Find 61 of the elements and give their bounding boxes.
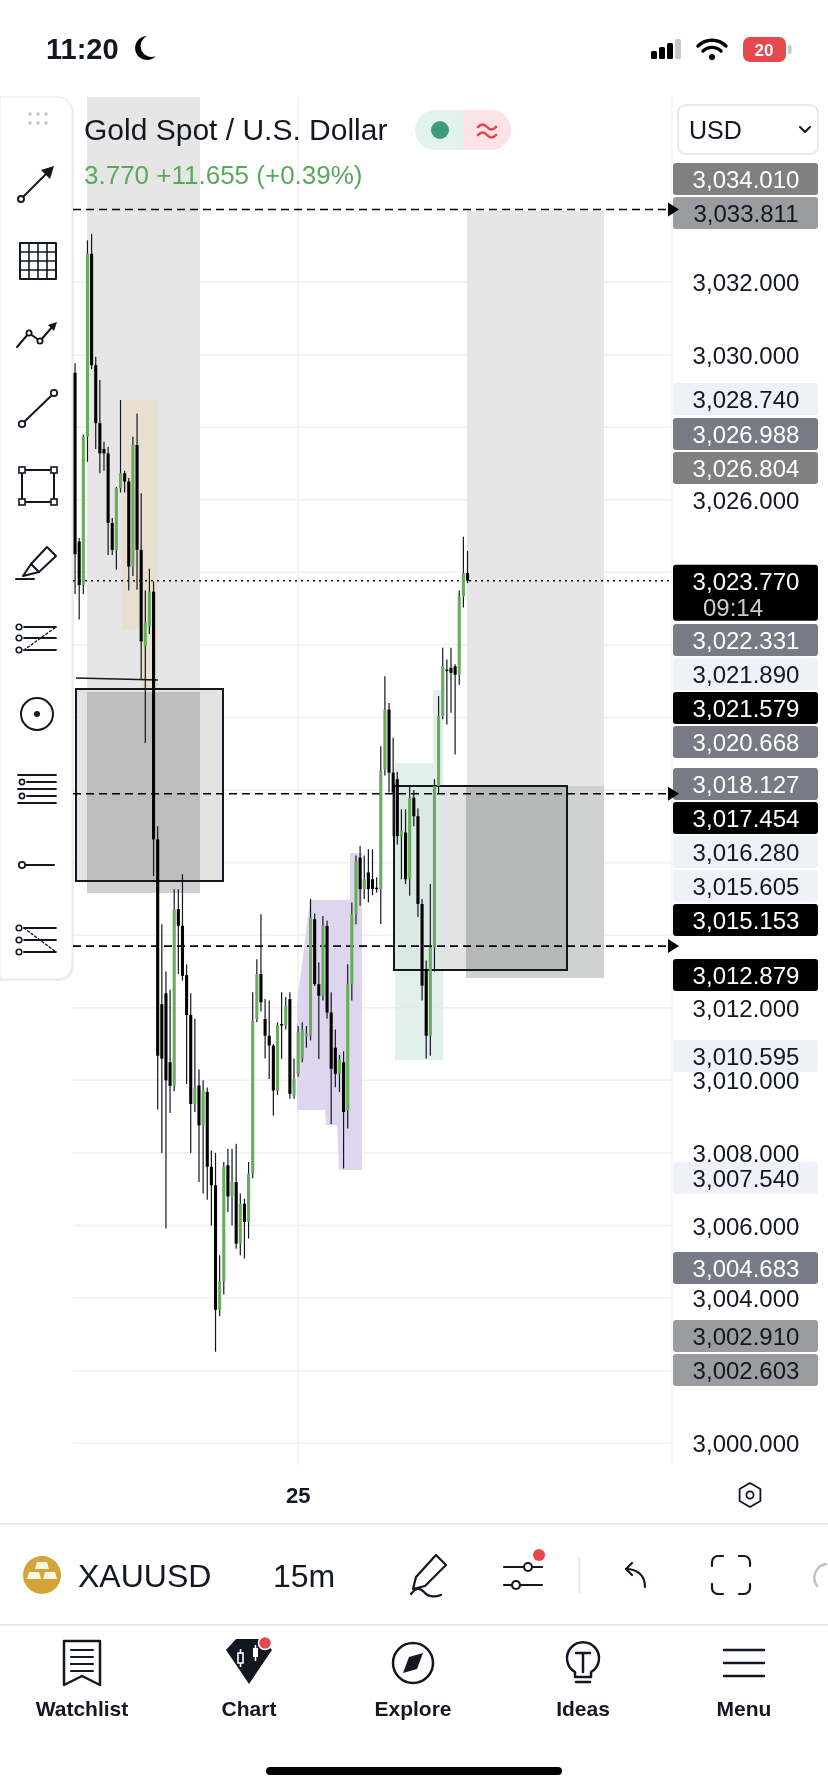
text: 3,028.740	[692, 385, 800, 413]
text: USD	[689, 116, 742, 144]
text: 3,021.890	[692, 660, 800, 688]
text: Watchlist	[35, 1696, 129, 1720]
text: 3,034.010	[692, 165, 800, 193]
text: Gold Spot / U.S. Dollar	[84, 112, 388, 146]
text: 3,026.804	[692, 454, 800, 482]
y-tick-label: 3,030.000	[692, 341, 800, 369]
y-tick-label: 3,032.000	[692, 268, 800, 296]
candlestick	[461, 536, 465, 609]
y-tick-label: 3,004.000	[692, 1284, 800, 1312]
text: XAUUSD	[78, 1558, 212, 1594]
text: Ideas	[556, 1696, 610, 1720]
text: 3,026.988	[692, 420, 800, 448]
y-tick-label: 3,006.000	[692, 1212, 800, 1240]
text: 3.770 +11.655 (+0.39%)	[84, 160, 363, 190]
text: 3,016.280	[692, 838, 800, 866]
candlestick	[337, 1054, 341, 1093]
text: 3,002.603	[692, 1356, 800, 1384]
candlestick	[118, 399, 123, 494]
candlestick	[267, 999, 271, 1080]
text: 3,020.668	[692, 728, 800, 756]
candlestick	[143, 589, 147, 744]
text: 3,017.454	[692, 804, 800, 832]
text: 3,010.595	[692, 1042, 800, 1070]
text: 3,015.605	[692, 872, 800, 900]
candlestick	[168, 989, 172, 1114]
candlestick	[317, 961, 321, 1060]
candlestick	[280, 991, 284, 1060]
y-tick-label: 3,000.000	[692, 1429, 800, 1457]
text: 15m	[273, 1558, 336, 1594]
text: 3,022.331	[692, 626, 800, 654]
candlestick	[453, 663, 457, 756]
text: 3,018.127	[692, 770, 800, 798]
y-tick-label: 3,008.000	[692, 1139, 800, 1167]
candlestick	[370, 848, 375, 896]
text: 11:20	[46, 33, 119, 65]
candlestick	[230, 1148, 234, 1227]
text: Explore	[374, 1696, 452, 1720]
text: 3,002.910	[692, 1322, 800, 1350]
text: 3,012.879	[692, 961, 800, 989]
text: Chart	[221, 1696, 277, 1720]
candlestick	[193, 1018, 197, 1113]
y-tick-label: 3,012.000	[692, 994, 800, 1022]
ref-line-label: 3,023.770 09:14	[692, 567, 800, 621]
candlestick	[399, 808, 403, 880]
text: 3,007.540	[692, 1164, 800, 1192]
text: 20	[754, 40, 774, 60]
candlestick	[362, 854, 366, 900]
text: 3,015.153	[692, 906, 800, 934]
candlestick	[284, 996, 288, 1031]
candlestick	[209, 1149, 213, 1227]
candlestick	[123, 470, 127, 494]
y-tick-label: 3,026.000	[692, 486, 800, 514]
text: Menu	[716, 1696, 772, 1720]
x-tick-label: 25	[285, 1482, 311, 1508]
text: 3,021.579	[692, 694, 800, 722]
text: 3,033.811	[693, 199, 799, 227]
candlestick	[242, 1198, 246, 1260]
text: 3,004.683	[692, 1254, 800, 1282]
candlestick	[366, 848, 370, 904]
